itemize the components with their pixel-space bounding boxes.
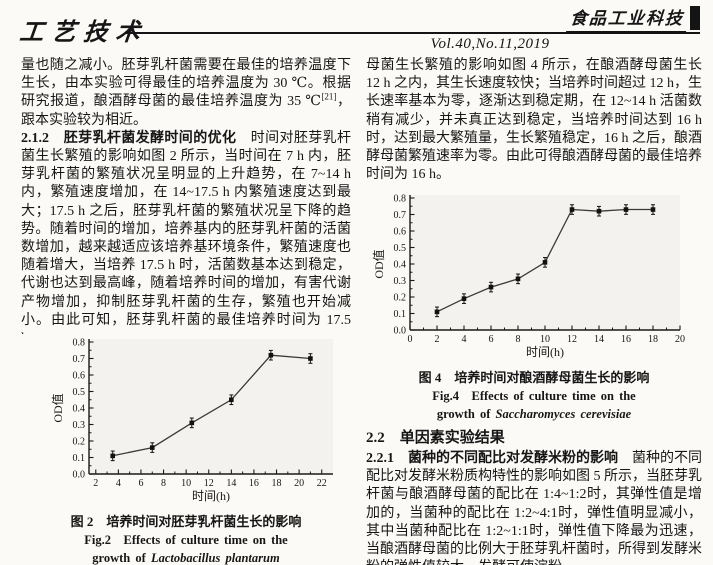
text-run: growth of [92,551,151,565]
paragraph: 2.1.2 胚芽乳杆菌发酵时间的优化 时间对胚芽乳杆菌生长繁殖的影响如图 2 所… [21,130,351,334]
species-name: Saccharomyces cerevisiae [495,407,632,421]
left-column-text: 量也随之减小。胚芽乳杆菌需要在最佳的培养温度下生长，由本实验可得最佳的培养温度为… [21,57,351,334]
svg-text:时间(h): 时间(h) [526,345,564,359]
svg-text:OD值: OD值 [372,249,386,278]
journal-logo-bar-icon [690,6,700,30]
text-run: 量也随之减小。胚芽乳杆菌需要在最佳的培养温度下生长，由本实验可得最佳的培养温度为… [21,58,351,110]
svg-text:0.5: 0.5 [394,243,407,254]
svg-text:2: 2 [93,478,98,489]
svg-text:0.3: 0.3 [394,276,407,287]
section-heading-2-2: 2.2 单因素实验结果 [366,430,505,446]
svg-text:14: 14 [226,478,236,489]
svg-text:8: 8 [161,478,166,489]
citation-ref: [21] [321,91,337,102]
svg-text:0.0: 0.0 [394,325,407,336]
fig2-caption-en-line1: Fig.2 Effects of culture time on the [84,533,288,547]
fig4-caption-en-line2: growth of Saccharomyces cerevisiae [366,405,702,423]
section-heading-2-1-2: 2.1.2 胚芽乳杆菌发酵时间的优化 [21,130,237,146]
svg-text:0.8: 0.8 [73,337,86,348]
svg-text:16: 16 [621,334,631,345]
svg-text:0.8: 0.8 [394,193,407,204]
fig2-caption-cn: 图 2 培养时间对胚芽乳杆菌生长的影响 [70,514,302,529]
svg-text:0.2: 0.2 [73,436,86,447]
svg-text:16: 16 [249,478,259,489]
volume-info: Vol.40,No.11,2019 [430,36,550,52]
svg-text:时间(h): 时间(h) [192,489,230,503]
text-run: 时间对胚芽乳杆菌生长繁殖的影响如图 2 所示，当时间在 7 h 内，胚芽乳杆菌的… [21,130,351,334]
svg-text:0.6: 0.6 [73,370,86,381]
fig2-plot-area: 0.0 0.1 0.2 0.3 0.4 0.5 0.6 0.7 0.8 2 4 6 8 10 12 14 16 1… [50,334,351,509]
text-run: 母菌生长繁殖的影响如图 4 所示，在酿酒酵母菌生长 12 h 之内，其生长速度较… [366,58,702,183]
fig4-line-chart: 0.0 0.1 0.2 0.3 0.4 0.5 0.6 0.7 0.8 0 2 4 6 8 10 12 14 16… [371,193,685,359]
fig4-caption-en-line1: Fig.4 Effects of culture time on the [432,389,636,403]
svg-text:8: 8 [516,334,521,345]
svg-text:22: 22 [317,478,327,489]
text-run: ，跟本实验较为相近。 [21,94,351,128]
fig2-caption-en-line2: growth of Lactobacillus plantarum [21,549,351,565]
svg-text:0.7: 0.7 [394,210,407,221]
svg-text:20: 20 [675,334,685,345]
svg-text:12: 12 [204,478,214,489]
text-run: 菌种的不同配比对发酵米粉质构特性的影响如图 5 所示，当胚芽乳杆菌与酿酒酵母菌的… [366,451,702,565]
svg-text:0.4: 0.4 [73,403,86,414]
svg-text:OD值: OD值 [51,393,65,422]
svg-text:0.2: 0.2 [394,292,407,303]
fig2-line-chart: 0.0 0.1 0.2 0.3 0.4 0.5 0.6 0.7 0.8 2 4 6 8 10 12 14 16 1… [50,337,333,503]
svg-text:0.3: 0.3 [73,420,86,431]
journal-name: 食品工业科技 [565,4,689,33]
svg-text:6: 6 [138,478,143,489]
text-run: growth of [436,407,496,421]
svg-text:0.1: 0.1 [73,453,86,464]
svg-text:0: 0 [408,334,413,345]
header-rule [126,32,700,34]
figure-2: 0.0 0.1 0.2 0.3 0.4 0.5 0.6 0.7 0.8 2 4 6 8 10 12 14 16 1… [21,334,351,565]
svg-text:0.5: 0.5 [73,387,86,398]
journal-logo: 食品工业科技 [565,4,700,33]
paragraph: 量也随之减小。胚芽乳杆菌需要在最佳的培养温度下生长，由本实验可得最佳的培养温度为… [21,57,351,130]
fig4-caption-cn: 图 4 培养时间对酿酒酵母菌生长的影响 [418,370,650,385]
svg-text:4: 4 [462,334,467,345]
svg-text:20: 20 [294,478,304,489]
svg-text:14: 14 [594,334,604,345]
section-logo: 工艺技术 [18,20,149,46]
paragraph: 2.2.1 菌种的不同配比对发酵米粉的影响 菌种的不同配比对发酵米粉质构特性的影… [366,450,702,565]
right-column-lower: 0.0 0.1 0.2 0.3 0.4 0.5 0.6 0.7 0.8 0 2 4 6 8 10 12 14 16… [366,190,702,565]
svg-text:0.7: 0.7 [73,354,86,365]
svg-text:0.1: 0.1 [394,309,407,320]
section-heading-2-2-1: 2.2.1 菌种的不同配比对发酵米粉的影响 [366,451,618,466]
svg-text:10: 10 [181,478,191,489]
fig4-plot-area: 0.0 0.1 0.2 0.3 0.4 0.5 0.6 0.7 0.8 0 2 4 6 8 10 12 14 16… [371,190,702,365]
svg-text:12: 12 [567,334,577,345]
svg-text:18: 18 [272,478,282,489]
svg-text:2: 2 [435,334,440,345]
svg-text:6: 6 [489,334,494,345]
species-name: Lactobacillus plantarum [150,551,280,565]
svg-text:4: 4 [116,478,121,489]
right-column-text: 母菌生长繁殖的影响如图 4 所示，在酿酒酵母菌生长 12 h 之内，其生长速度较… [366,57,702,191]
svg-text:18: 18 [648,334,658,345]
svg-text:0.6: 0.6 [394,226,407,237]
svg-text:0.0: 0.0 [73,469,86,480]
svg-text:10: 10 [540,334,550,345]
svg-text:0.4: 0.4 [394,259,407,270]
paragraph: 母菌生长繁殖的影响如图 4 所示，在酿酒酵母菌生长 12 h 之内，其生长速度较… [366,57,702,184]
